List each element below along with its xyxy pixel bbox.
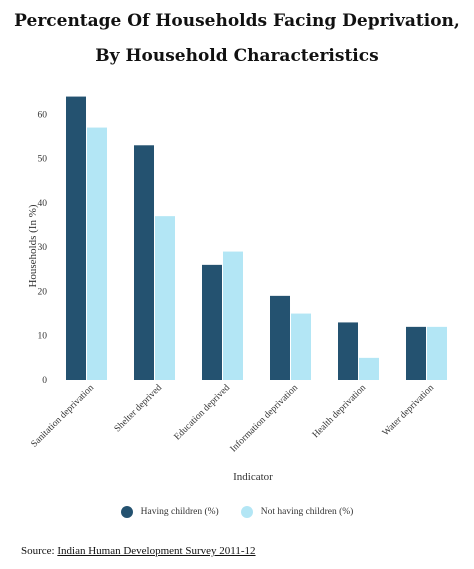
legend-label: Having children (%) [140, 507, 219, 517]
bar-not-having-children [155, 216, 175, 380]
bar-having-children [134, 145, 154, 380]
y-tick-label: 40 [38, 199, 48, 209]
legend-label: Not having children (%) [260, 507, 354, 517]
bar-chart: 0 10 20 30 40 50 60 Sanitation deprivation Shel… [27, 96, 447, 483]
x-tick-label: Water deprivation [381, 383, 436, 438]
bar-having-children [66, 96, 86, 381]
y-tick-label: 30 [38, 243, 48, 253]
legend-item-having-children: Having children (%) [120, 506, 219, 518]
y-tick-label: 50 [38, 155, 48, 165]
bars [66, 96, 447, 381]
y-tick-label: 60 [38, 110, 48, 120]
bar-not-having-children [427, 326, 447, 380]
bar-not-having-children [87, 127, 107, 380]
bar-not-having-children [291, 313, 311, 380]
x-tick-label: Education deprived [173, 383, 233, 443]
legend-item-not-having-children: Not having children (%) [240, 506, 354, 518]
bar-having-children [338, 322, 358, 380]
legend-swatch [120, 506, 133, 518]
x-tick-label: Shelter deprived [113, 383, 164, 434]
source-label: Source: [21, 545, 55, 557]
bar-having-children [202, 264, 222, 380]
bar-having-children [270, 295, 290, 380]
y-axis-ticks: 0 10 20 30 40 50 60 [38, 110, 48, 386]
source-link[interactable]: Indian Human Development Survey 2011-12 [57, 545, 256, 557]
bar-not-having-children [359, 357, 379, 380]
source-note: Source: Indian Human Development Survey … [21, 545, 256, 557]
y-tick-label: 20 [38, 287, 48, 297]
legend-swatch [240, 506, 253, 518]
x-tick-label: Sanitation deprivation [30, 383, 97, 450]
y-tick-label: 0 [42, 376, 47, 386]
legend: Having children (%) Not having children … [0, 506, 474, 518]
chart-title-line-2: By Household Characteristics [95, 46, 379, 66]
x-axis-labels: Sanitation deprivation Shelter deprived Ed… [30, 382, 437, 454]
bar-not-having-children [223, 251, 243, 380]
x-tick-label: Information deprivation [228, 382, 300, 454]
x-axis-title: Indicator [233, 471, 273, 483]
chart-title-line-1: Percentage Of Households Facing Deprivat… [14, 11, 460, 31]
bar-having-children [406, 326, 426, 380]
y-tick-label: 10 [38, 332, 48, 342]
y-axis-title: Households (In %) [27, 204, 39, 287]
x-tick-label: Health deprivation [311, 383, 368, 440]
